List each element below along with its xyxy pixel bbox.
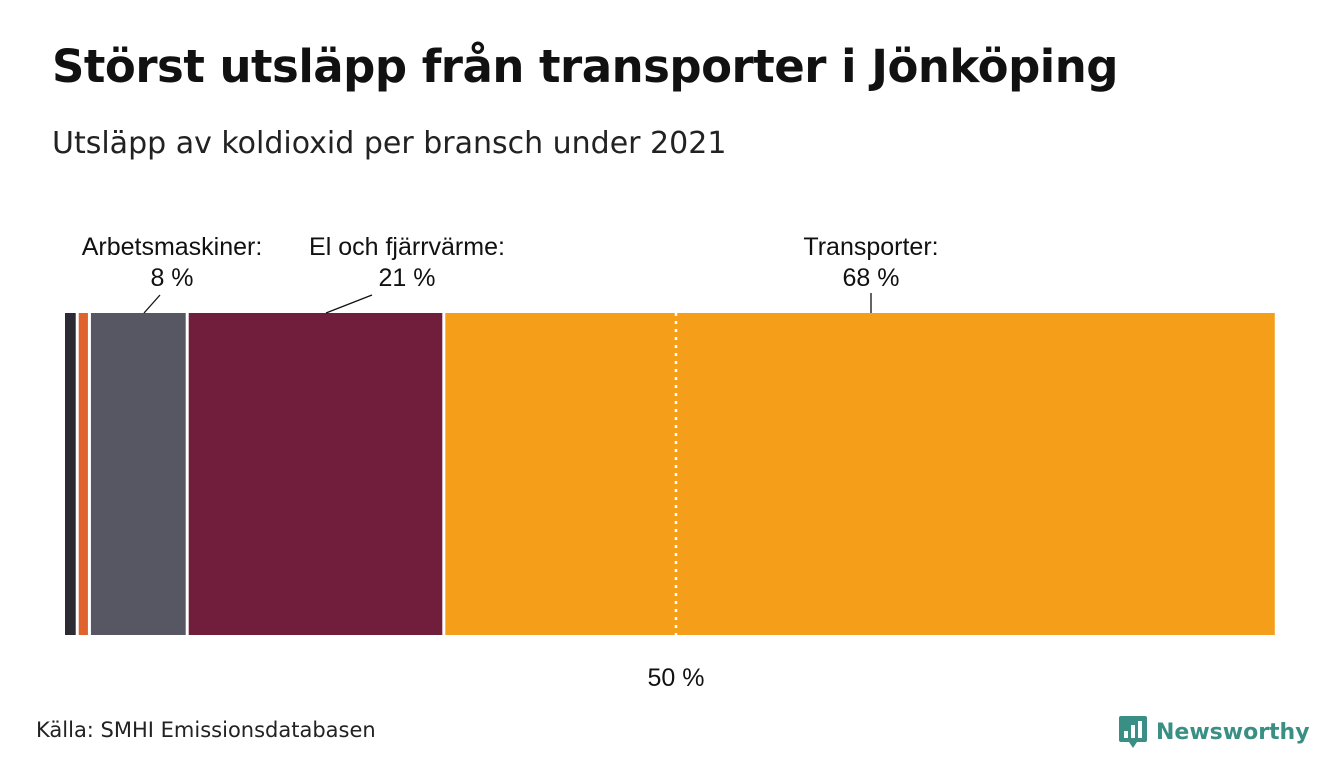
reference-line-label: 50 % [648,664,705,692]
annotation-label-transporter: Transporter: [803,233,938,261]
annotation-label-el-och-fjärrvärme: El och fjärrvärme: [309,233,505,261]
chart-title: Störst utsläpp från transporter i Jönköp… [52,40,1118,93]
annotation-leader-el-och-fjärrvärme [325,294,373,314]
annotation-value-el-och-fjärrvärme: 21 % [379,264,436,292]
brand-logo: Newsworthy [1118,714,1310,750]
stacked-bar-chart: 50 % Arbetsmaskiner: 8 % El och fjärrvärme:… [65,233,1275,692]
chart-subtitle: Utsläpp av koldioxid per bransch under 2… [52,126,727,161]
bar-segment-arbetsmaskiner [89,313,188,635]
annotation-label-arbetsmaskiner: Arbetsmaskiner: [82,233,263,261]
bar-segment-segment-1 [65,313,78,635]
annotation-leader-arbetsmaskiner [143,294,161,314]
bar-segment-transporter [443,313,1275,635]
annotation-value-transporter: 68 % [843,264,900,292]
annotation-value-arbetsmaskiner: 8 % [150,264,193,292]
brand-name: Newsworthy [1156,719,1310,745]
source-note: Källa: SMHI Emissionsdatabasen [36,718,376,742]
bar-segment-el-och-fjärrvärme [187,313,444,635]
bar-segment-segment-2 [77,313,90,635]
newsworthy-logo-icon [1119,716,1147,748]
